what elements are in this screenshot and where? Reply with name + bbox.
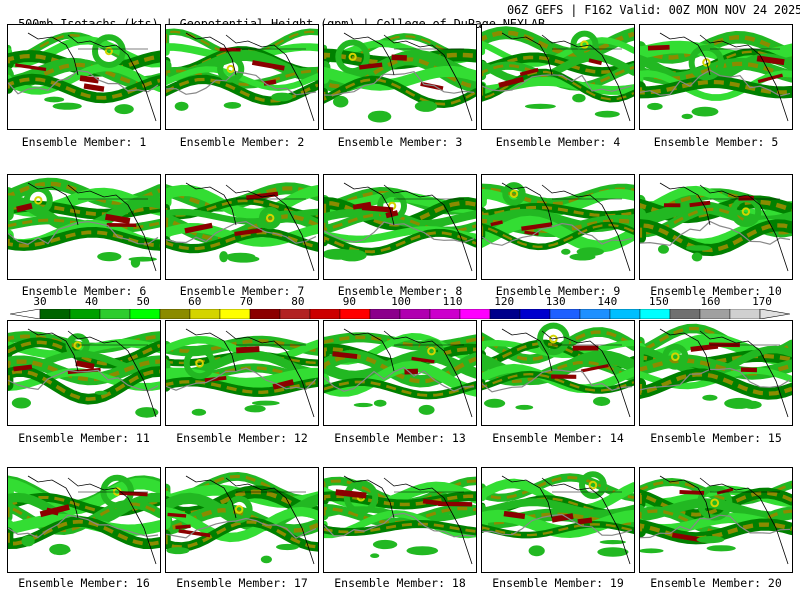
colorbar-tick-label: 80 bbox=[291, 295, 305, 308]
colorbar-swatch bbox=[159, 309, 191, 319]
colorbar-swatch bbox=[579, 309, 611, 319]
colorbar-swatch bbox=[39, 309, 71, 319]
ensemble-member-label: Ensemble Member: 10 bbox=[650, 284, 782, 298]
colorbar-tick-label: 50 bbox=[136, 295, 150, 308]
ensemble-member-label: Ensemble Member: 17 bbox=[176, 576, 308, 590]
ensemble-panel bbox=[639, 320, 793, 426]
ensemble-member-label: Ensemble Member: 14 bbox=[492, 431, 624, 445]
colorbar-swatch bbox=[309, 309, 341, 319]
ensemble-panel bbox=[7, 320, 161, 426]
colorbar-swatch bbox=[69, 309, 101, 319]
ensemble-member-label: Ensemble Member: 6 bbox=[21, 284, 147, 298]
ensemble-member-label: Ensemble Member: 11 bbox=[18, 431, 150, 445]
colorbar-swatch bbox=[639, 309, 671, 319]
ensemble-member-label: Ensemble Member: 2 bbox=[179, 135, 305, 149]
ensemble-member-label: Ensemble Member: 3 bbox=[337, 135, 463, 149]
colorbar-tick-label: 160 bbox=[700, 295, 721, 308]
ensemble-panel bbox=[165, 320, 319, 426]
colorbar-left-arrow bbox=[10, 309, 41, 319]
colorbar-swatch bbox=[339, 309, 371, 319]
colorbar-swatch bbox=[669, 309, 701, 319]
ensemble-panel bbox=[323, 24, 477, 130]
ensemble-panel bbox=[165, 174, 319, 280]
colorbar-swatch bbox=[99, 309, 131, 319]
colorbar-swatch bbox=[219, 309, 251, 319]
ensemble-member-label: Ensemble Member: 19 bbox=[492, 576, 624, 590]
ensemble-panel bbox=[639, 467, 793, 573]
colorbar-swatch bbox=[729, 309, 761, 319]
colorbar-tick-label: 30 bbox=[33, 295, 47, 308]
ensemble-panel bbox=[165, 24, 319, 130]
ensemble-panel bbox=[323, 174, 477, 280]
colorbar-swatch bbox=[399, 309, 431, 319]
colorbar-tick-label: 60 bbox=[188, 295, 202, 308]
colorbar-swatch bbox=[429, 309, 461, 319]
ensemble-member-label: Ensemble Member: 8 bbox=[337, 284, 463, 298]
ensemble-panel bbox=[481, 320, 635, 426]
colorbar-tick-label: 90 bbox=[342, 295, 357, 308]
colorbar-tick-label: 110 bbox=[442, 295, 463, 308]
colorbar-tick-label: 140 bbox=[597, 295, 618, 308]
ensemble-panel bbox=[7, 174, 161, 280]
colorbar-swatch bbox=[609, 309, 641, 319]
ensemble-panel bbox=[481, 174, 635, 280]
colorbar-swatch bbox=[129, 309, 161, 319]
colorbar-swatch bbox=[369, 309, 401, 319]
colorbar-tick-label: 70 bbox=[239, 295, 253, 308]
header-right: 06Z GEFS | F162 Valid: 00Z MON NOV 24 20… bbox=[507, 3, 800, 17]
ensemble-panel bbox=[481, 24, 635, 130]
colorbar-tick-label: 40 bbox=[84, 295, 99, 308]
colorbar-tick-label: 130 bbox=[545, 295, 566, 308]
ensemble-member-label: Ensemble Member: 20 bbox=[650, 576, 782, 590]
ensemble-panel bbox=[7, 24, 161, 130]
colorbar-swatch bbox=[249, 309, 281, 319]
ensemble-panel bbox=[323, 320, 477, 426]
ensemble-member-label: Ensemble Member: 7 bbox=[179, 284, 305, 298]
colorbar-tick-label: 170 bbox=[752, 295, 772, 308]
ensemble-member-label: Ensemble Member: 9 bbox=[495, 284, 621, 298]
ensemble-panel bbox=[481, 467, 635, 573]
ensemble-panel bbox=[323, 467, 477, 573]
ensemble-member-label: Ensemble Member: 4 bbox=[495, 135, 621, 149]
colorbar-swatch bbox=[459, 309, 491, 319]
colorbar-swatch bbox=[189, 309, 221, 319]
ensemble-panel bbox=[7, 467, 161, 573]
ensemble-member-label: Ensemble Member: 18 bbox=[334, 576, 466, 590]
ensemble-member-label: Ensemble Member: 15 bbox=[650, 431, 782, 445]
colorbar-swatch bbox=[549, 309, 581, 319]
colorbar-swatch bbox=[519, 309, 551, 319]
ensemble-member-label: Ensemble Member: 5 bbox=[653, 135, 779, 149]
ensemble-member-label: Ensemble Member: 12 bbox=[176, 431, 308, 445]
ensemble-panel bbox=[165, 467, 319, 573]
colorbar-swatch bbox=[699, 309, 731, 319]
ensemble-panel bbox=[639, 24, 793, 130]
ensemble-member-label: Ensemble Member: 16 bbox=[18, 576, 150, 590]
ensemble-member-label: Ensemble Member: 13 bbox=[334, 431, 466, 445]
ensemble-panel bbox=[639, 174, 793, 280]
ensemble-member-label: Ensemble Member: 1 bbox=[21, 135, 147, 149]
colorbar-tick-label: 150 bbox=[648, 295, 669, 308]
colorbar-tick-label: 120 bbox=[494, 295, 515, 308]
colorbar-right-arrow bbox=[759, 309, 790, 319]
colorbar-swatch bbox=[489, 309, 521, 319]
isotach-colorbar bbox=[10, 309, 790, 319]
colorbar-tick-label: 100 bbox=[391, 295, 411, 308]
colorbar-swatch bbox=[279, 309, 311, 319]
